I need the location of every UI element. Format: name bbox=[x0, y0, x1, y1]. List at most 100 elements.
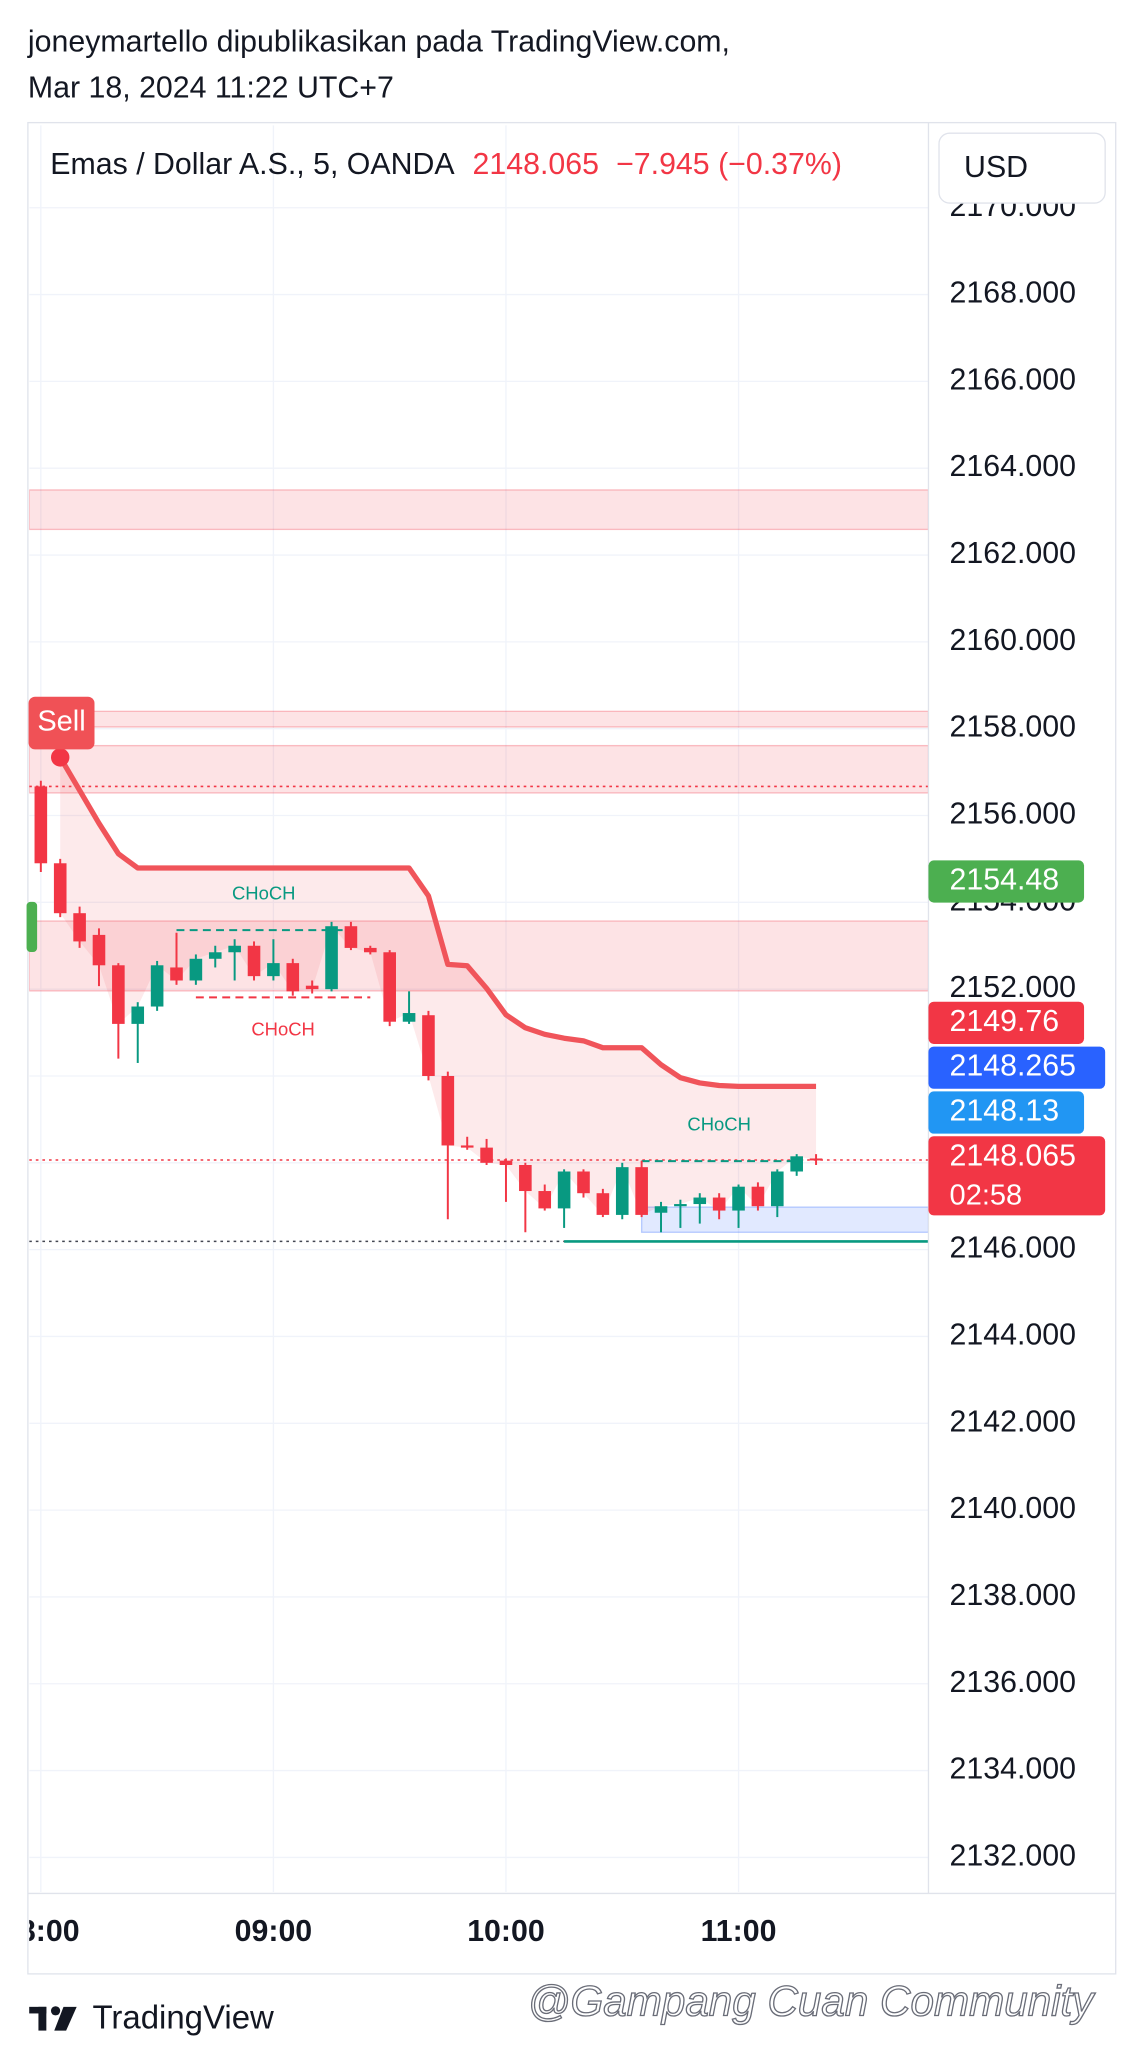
date-line: Mar 18, 2024 11:22 UTC+7 bbox=[28, 72, 394, 105]
candle-body bbox=[654, 1206, 668, 1213]
change: −7.945 (−0.37%) bbox=[616, 148, 842, 181]
candle-body bbox=[422, 1015, 435, 1076]
candle-body bbox=[189, 958, 203, 981]
candle-body bbox=[557, 1171, 571, 1209]
y-tick-label: 2158.000 bbox=[950, 711, 1076, 744]
y-tick-label: 2140.000 bbox=[950, 1492, 1076, 1525]
candle-body bbox=[790, 1156, 803, 1172]
candle-body bbox=[441, 1075, 455, 1146]
candle-body bbox=[112, 965, 125, 1024]
offscreen-badge bbox=[26, 901, 38, 953]
time-axis: 08:00 09:00 10:00 11:00 bbox=[2, 1915, 777, 1948]
symbol: Emas / Dollar A.S., 5, OANDA bbox=[50, 148, 455, 181]
countdown: 02:58 bbox=[950, 1180, 1023, 1212]
price-badge bbox=[928, 860, 1085, 903]
choch-label: CHoCH bbox=[251, 1018, 315, 1039]
candle-body bbox=[519, 1164, 532, 1192]
candle-body bbox=[247, 945, 261, 977]
logo-part bbox=[29, 2006, 47, 2014]
candle-body bbox=[286, 963, 300, 992]
supertrend-fill bbox=[60, 757, 817, 1215]
candle-body bbox=[732, 1186, 745, 1211]
signal-label: Sell bbox=[37, 706, 85, 738]
supertrend-line bbox=[57, 756, 817, 1090]
candle-body bbox=[170, 967, 183, 981]
candle-body bbox=[751, 1186, 765, 1207]
candle-body bbox=[267, 963, 280, 977]
y-tick-label: 2146.000 bbox=[950, 1232, 1076, 1265]
zone bbox=[640, 1206, 929, 1233]
candle-body bbox=[635, 1167, 648, 1215]
y-tick-label: 2144.000 bbox=[950, 1318, 1076, 1351]
watermark: @Gampang Cuan Community bbox=[528, 1977, 1097, 2024]
candle-body bbox=[538, 1191, 552, 1209]
currency-box[interactable] bbox=[938, 132, 1106, 204]
y-tick-label: 2138.000 bbox=[950, 1579, 1076, 1612]
y-tick-label: 2162.000 bbox=[950, 537, 1076, 570]
logo-part bbox=[54, 2006, 77, 2031]
price-badges: 2154.48 2149.76 2148.265 2148.13 2148.065 02:… bbox=[928, 860, 1106, 1216]
y-tick-label: 2164.000 bbox=[950, 450, 1076, 483]
price-badge-label: 2148.265 bbox=[950, 1050, 1076, 1083]
signal-dot bbox=[50, 748, 70, 767]
currency[interactable]: USD bbox=[964, 151, 1028, 184]
x-tick-label: 09:00 bbox=[235, 1915, 313, 1948]
price-badge-label: 2149.76 bbox=[950, 1005, 1060, 1038]
y-tick-label: 2160.000 bbox=[950, 624, 1076, 657]
candle-body bbox=[771, 1171, 784, 1207]
legend: Emas / Dollar A.S., 5, OANDA 2148.065 −7… bbox=[50, 148, 842, 181]
candle-body bbox=[364, 947, 377, 953]
candle-body bbox=[73, 913, 86, 942]
zone bbox=[29, 744, 929, 794]
price-badge bbox=[928, 1091, 1085, 1134]
candle-body bbox=[402, 1013, 416, 1022]
candle-body bbox=[460, 1145, 474, 1148]
candle-body bbox=[615, 1167, 629, 1215]
brand-logo bbox=[29, 2006, 77, 2031]
candle-body bbox=[92, 934, 106, 966]
y-tick-label: 2152.000 bbox=[950, 971, 1076, 1004]
candle-body bbox=[383, 952, 396, 1022]
candle-body bbox=[499, 1160, 513, 1165]
price-badge bbox=[928, 1136, 1106, 1216]
author-line: joneymartello dipublikasikan pada Tradin… bbox=[27, 26, 730, 59]
x-tick-label: 11:00 bbox=[701, 1915, 777, 1948]
candle-body bbox=[712, 1197, 726, 1211]
candle-body bbox=[131, 1006, 145, 1024]
candle-body bbox=[228, 945, 241, 953]
x-tick-label: 08:00 bbox=[2, 1915, 80, 1948]
candle-body bbox=[674, 1204, 687, 1207]
brand: TradingView bbox=[92, 1999, 274, 2036]
logo-part bbox=[38, 2006, 47, 2031]
price-badge bbox=[928, 1001, 1085, 1044]
choch-label: CHoCH bbox=[232, 882, 296, 903]
candle-body bbox=[344, 926, 358, 948]
candle-body bbox=[693, 1197, 707, 1205]
candle-body bbox=[34, 786, 48, 864]
y-tick-label: 2142.000 bbox=[950, 1405, 1076, 1438]
x-tick-label: 10:00 bbox=[467, 1915, 545, 1948]
signal-badge bbox=[28, 696, 95, 750]
price-badge-label: 2148.13 bbox=[950, 1095, 1060, 1128]
y-tick-label: 2168.000 bbox=[950, 277, 1076, 310]
y-tick-label: 2132.000 bbox=[950, 1839, 1076, 1872]
candle-body bbox=[150, 965, 164, 1007]
price-badge-label: 2148.065 bbox=[950, 1139, 1076, 1172]
candle-body bbox=[809, 1158, 823, 1161]
candle-body bbox=[325, 926, 338, 990]
price-badge-label: 2154.48 bbox=[950, 864, 1060, 897]
zone bbox=[29, 489, 929, 531]
logo-part bbox=[50, 2006, 61, 2016]
grid bbox=[29, 125, 929, 1893]
candle-body bbox=[53, 863, 67, 914]
candle-body bbox=[305, 985, 319, 990]
choch-label: CHoCH bbox=[687, 1113, 751, 1134]
y-tick-label: 2166.000 bbox=[950, 363, 1076, 396]
candle-body bbox=[208, 952, 222, 959]
y-tick-label: 2134.000 bbox=[950, 1753, 1076, 1786]
last-price: 2148.065 bbox=[473, 148, 599, 181]
candle-body bbox=[577, 1171, 590, 1194]
plot: CHoCH CHoCH CHoCH bbox=[29, 748, 929, 1243]
